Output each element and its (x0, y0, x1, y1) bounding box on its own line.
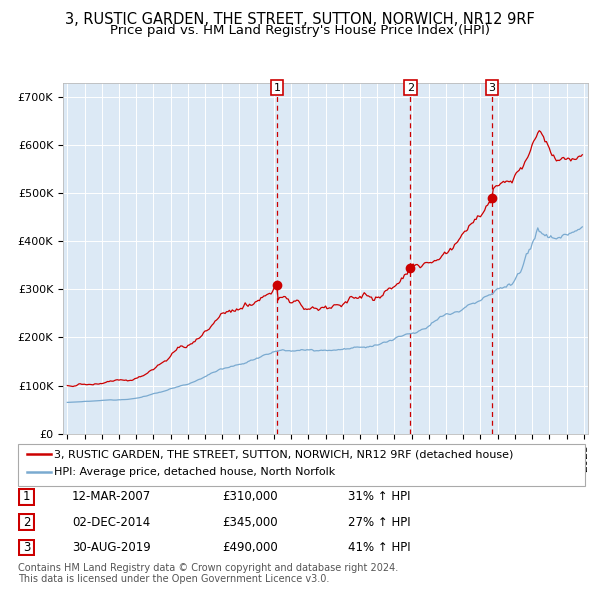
Text: This data is licensed under the Open Government Licence v3.0.: This data is licensed under the Open Gov… (18, 574, 329, 584)
Text: 1: 1 (274, 83, 281, 93)
Text: £310,000: £310,000 (222, 490, 278, 503)
Text: 27% ↑ HPI: 27% ↑ HPI (348, 516, 410, 529)
Text: £490,000: £490,000 (222, 541, 278, 554)
Text: 3: 3 (23, 541, 30, 554)
Text: 41% ↑ HPI: 41% ↑ HPI (348, 541, 410, 554)
Text: 3: 3 (488, 83, 496, 93)
Text: 3, RUSTIC GARDEN, THE STREET, SUTTON, NORWICH, NR12 9RF (detached house): 3, RUSTIC GARDEN, THE STREET, SUTTON, NO… (54, 450, 514, 459)
Text: 1: 1 (23, 490, 30, 503)
Text: HPI: Average price, detached house, North Norfolk: HPI: Average price, detached house, Nort… (54, 467, 335, 477)
Text: 30-AUG-2019: 30-AUG-2019 (72, 541, 151, 554)
Text: 2: 2 (23, 516, 30, 529)
Text: 2: 2 (407, 83, 414, 93)
Text: Price paid vs. HM Land Registry's House Price Index (HPI): Price paid vs. HM Land Registry's House … (110, 24, 490, 37)
Text: Contains HM Land Registry data © Crown copyright and database right 2024.: Contains HM Land Registry data © Crown c… (18, 563, 398, 573)
Text: 31% ↑ HPI: 31% ↑ HPI (348, 490, 410, 503)
Text: 02-DEC-2014: 02-DEC-2014 (72, 516, 150, 529)
Text: £345,000: £345,000 (222, 516, 278, 529)
Text: 3, RUSTIC GARDEN, THE STREET, SUTTON, NORWICH, NR12 9RF: 3, RUSTIC GARDEN, THE STREET, SUTTON, NO… (65, 12, 535, 27)
Text: 12-MAR-2007: 12-MAR-2007 (72, 490, 151, 503)
